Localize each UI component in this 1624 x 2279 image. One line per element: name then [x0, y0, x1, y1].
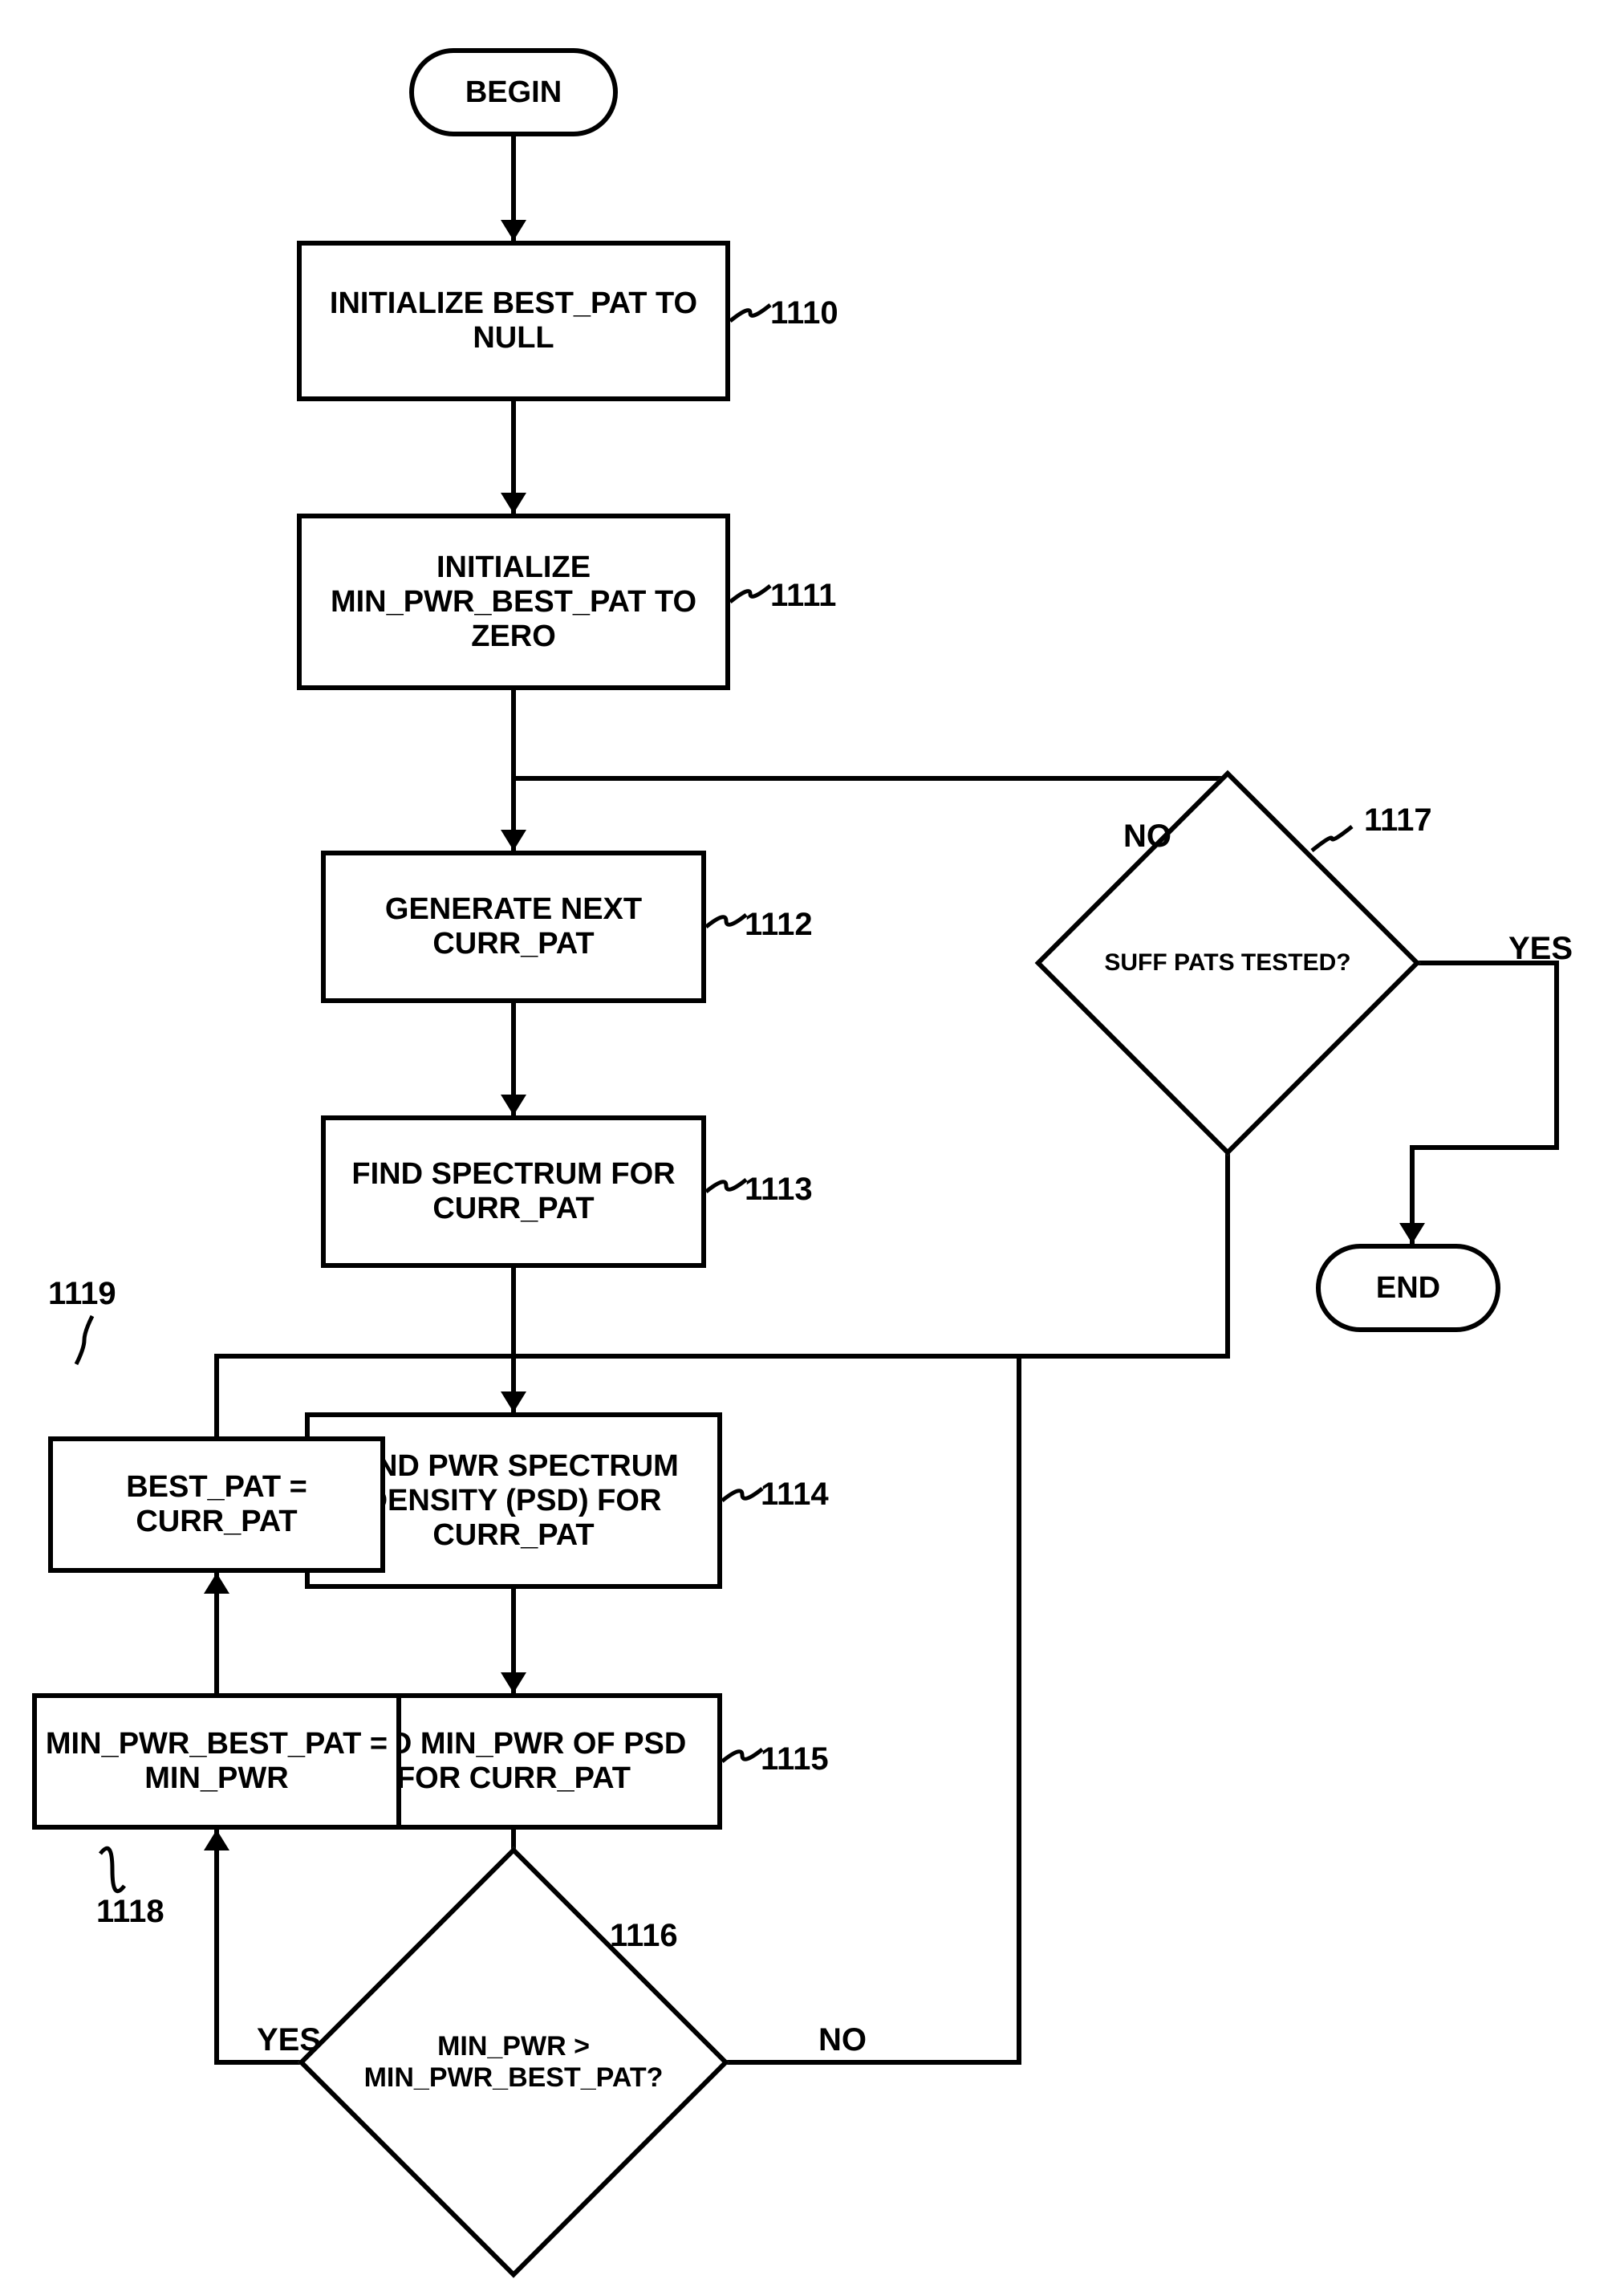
begin-label: BEGIN	[465, 75, 562, 110]
decision-1116-label: MIN_PWR >MIN_PWR_BEST_PAT?	[364, 2031, 664, 2094]
ref-1114: 1114	[761, 1477, 829, 1513]
ref-1113: 1113	[745, 1172, 813, 1208]
end-terminator: END	[1316, 1244, 1500, 1332]
edge-label-yes-1116: YES	[257, 2022, 321, 2058]
ref-1119: 1119	[48, 1276, 116, 1312]
decision-1117: SUFF PATS TESTED?	[1091, 827, 1364, 1099]
begin-terminator: BEGIN	[409, 48, 618, 136]
process-1110-label: INITIALIZE BEST_PAT TONULL	[330, 286, 697, 355]
process-1111-label: INITIALIZEMIN_PWR_BEST_PAT TOZERO	[331, 550, 696, 654]
ref-1110: 1110	[770, 295, 838, 331]
process-1113: FIND SPECTRUM FORCURR_PAT	[321, 1115, 706, 1268]
process-1119-label: BEST_PAT =CURR_PAT	[126, 1470, 307, 1539]
process-1118: MIN_PWR_BEST_PAT =MIN_PWR	[32, 1693, 401, 1830]
process-1110: INITIALIZE BEST_PAT TONULL	[297, 241, 730, 401]
edge-label-yes-1117: YES	[1508, 931, 1573, 967]
ref-1118: 1118	[96, 1894, 164, 1930]
ref-1111: 1111	[770, 578, 836, 614]
decision-1116: MIN_PWR >MIN_PWR_BEST_PAT?	[361, 1910, 666, 2215]
process-1111: INITIALIZEMIN_PWR_BEST_PAT TOZERO	[297, 514, 730, 690]
ref-1117: 1117	[1364, 802, 1432, 839]
process-1112: GENERATE NEXTCURR_PAT	[321, 851, 706, 1003]
process-1113-label: FIND SPECTRUM FORCURR_PAT	[351, 1157, 675, 1226]
decision-1117-label: SUFF PATS TESTED?	[1104, 949, 1350, 977]
ref-1115: 1115	[761, 1741, 829, 1777]
edge-label-no-1117: NO	[1123, 819, 1171, 855]
end-label: END	[1376, 1271, 1440, 1306]
ref-1112: 1112	[745, 907, 813, 943]
process-1118-label: MIN_PWR_BEST_PAT =MIN_PWR	[46, 1727, 388, 1796]
edge-label-no-1116: NO	[818, 2022, 867, 2058]
process-1112-label: GENERATE NEXTCURR_PAT	[385, 892, 642, 961]
process-1114-label: FIND PWR SPECTRUMDENSITY (PSD) FORCURR_P…	[348, 1449, 679, 1553]
process-1119: BEST_PAT =CURR_PAT	[48, 1436, 385, 1573]
flowchart-canvas: BEGIN INITIALIZE BEST_PAT TONULL INITIAL…	[0, 0, 1624, 2279]
edges-layer	[0, 0, 1624, 2279]
ref-1116: 1116	[610, 1918, 678, 1954]
